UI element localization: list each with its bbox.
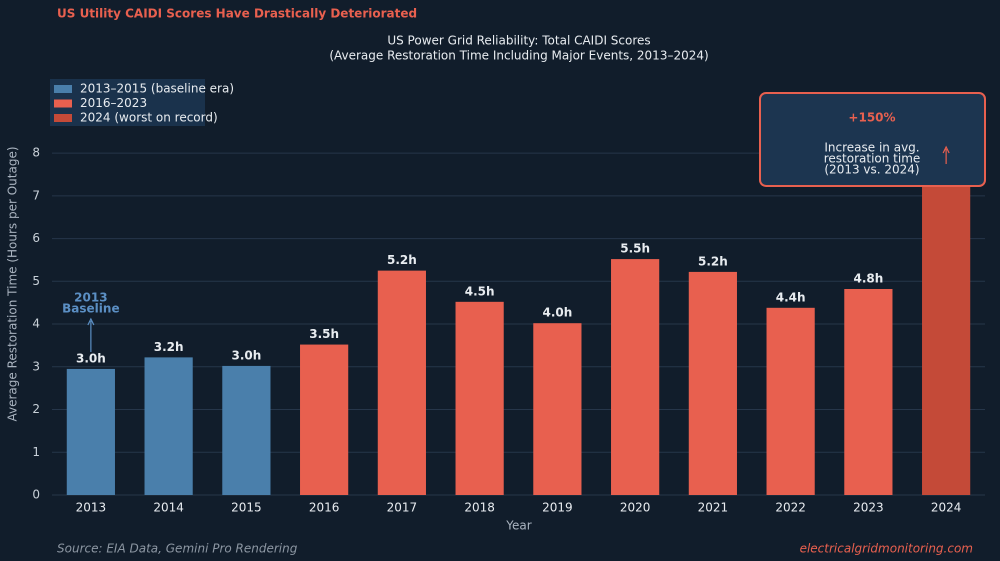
x-tick-label: 2023: [853, 501, 884, 515]
data-label: 5.2h: [387, 253, 417, 267]
legend-box: [50, 79, 205, 126]
bar: [144, 357, 193, 495]
page-title: US Utility CAIDI Scores Have Drastically…: [57, 7, 417, 21]
arrow-head: [87, 317, 95, 326]
y-tick-label: 3: [32, 359, 40, 373]
y-axis-label: Average Restoration Time (Hours per Outa…: [6, 146, 20, 421]
site-note: electricalgridmonitoring.com: [800, 542, 973, 556]
data-label: 4.8h: [853, 272, 883, 286]
source-note: Source: EIA Data, Gemini Pro Rendering: [57, 542, 298, 556]
legend-swatch: [54, 99, 72, 108]
callout-text: Increase in avg.: [824, 141, 919, 155]
bar: [766, 307, 815, 495]
callout-headline: +150%: [848, 111, 895, 125]
legend-swatch: [54, 85, 72, 93]
data-label: 3.5h: [309, 327, 339, 341]
y-tick-label: 7: [32, 188, 40, 202]
bar: [688, 271, 737, 495]
x-tick-label: 2022: [775, 501, 806, 515]
data-label: 5.5h: [620, 242, 650, 256]
y-tick-label: 0: [32, 488, 40, 502]
x-tick-label: 2020: [620, 501, 651, 515]
x-tick-label: 2014: [153, 501, 184, 515]
chart-title: US Power Grid Reliability: Total CAIDI S…: [387, 34, 650, 48]
arrow-head: [942, 145, 950, 154]
data-label: 3.0h: [231, 348, 261, 362]
data-label: 4.5h: [465, 284, 495, 298]
x-tick-label: 2021: [698, 501, 729, 515]
y-tick-label: 6: [32, 231, 40, 245]
y-tick-label: 1: [32, 445, 40, 459]
bar: [844, 289, 893, 495]
y-tick-label: 5: [32, 274, 40, 288]
callout-box: [759, 92, 986, 187]
annotation: Baseline: [62, 302, 119, 316]
y-tick-label: 2: [32, 402, 40, 416]
data-label: 5.2h: [698, 254, 728, 268]
legend-swatch: [54, 114, 72, 122]
bar: [533, 323, 582, 495]
bar: [611, 259, 660, 495]
legend-label: 2013–2015 (baseline era): [80, 82, 234, 96]
bar: [300, 344, 349, 495]
legend-label: 2024 (worst on record): [80, 111, 218, 125]
x-axis-label: Year: [505, 519, 531, 533]
legend-label: 2016–2023: [80, 96, 147, 110]
y-tick-label: 8: [32, 146, 40, 160]
bar: [922, 180, 971, 495]
x-tick-label: 2024: [931, 501, 962, 515]
data-label: 3.0h: [76, 351, 106, 365]
annotation: 2013: [74, 291, 107, 305]
bar: [66, 368, 115, 495]
bar: [455, 301, 504, 495]
callout-text: (2013 vs. 2024): [824, 163, 919, 177]
x-tick-label: 2015: [231, 501, 262, 515]
chart-subtitle: (Average Restoration Time Including Majo…: [329, 49, 708, 63]
callout-text: restoration time: [824, 152, 921, 166]
x-tick-label: 2017: [387, 501, 418, 515]
x-tick-label: 2016: [309, 501, 340, 515]
x-tick-label: 2018: [464, 501, 495, 515]
bar: [377, 270, 426, 495]
bar: [222, 365, 271, 495]
x-tick-label: 2019: [542, 501, 573, 515]
data-label: 3.2h: [154, 340, 184, 354]
y-tick-label: 4: [32, 317, 40, 331]
x-tick-label: 2013: [76, 501, 107, 515]
data-label: 4.0h: [542, 306, 572, 320]
data-label: 4.4h: [776, 290, 806, 304]
